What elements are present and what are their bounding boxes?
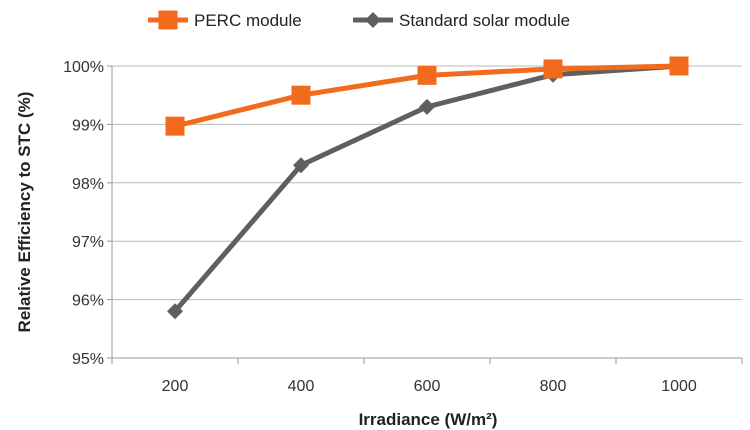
legend-marker — [158, 10, 178, 30]
x-tick-label: 1000 — [661, 378, 697, 395]
y-tick-label: 95% — [72, 351, 104, 368]
x-tick-label: 800 — [540, 378, 567, 395]
y-axis-title: Relative Efficiency to STC (%) — [15, 92, 34, 333]
data-point — [419, 98, 435, 115]
data-point — [669, 56, 689, 76]
data-point — [293, 157, 309, 174]
legend: PERC module Standard solar module — [148, 10, 570, 30]
y-tick-label: 98% — [72, 176, 104, 193]
y-tick-label: 99% — [72, 117, 104, 134]
x-axis-title: Irradiance (W/m²) — [359, 410, 498, 429]
data-point — [291, 85, 311, 105]
data-point — [167, 303, 183, 320]
y-tick-label: 96% — [72, 293, 104, 310]
legend-item: PERC module — [148, 10, 302, 30]
x-tick-label: 600 — [414, 378, 441, 395]
y-tick-label: 97% — [72, 234, 104, 251]
data-point — [417, 65, 437, 85]
data-point — [543, 59, 563, 79]
legend-item: Standard solar module — [353, 11, 570, 30]
plot-area — [165, 56, 689, 320]
legend-marker — [365, 12, 381, 28]
y-tick-labels: 95% 96% 97% 98% 99% 100% — [63, 59, 104, 368]
x-tick-labels: 200 400 600 800 1000 — [162, 378, 697, 395]
y-tick-label: 100% — [63, 59, 104, 76]
series-standard-solar-module — [167, 58, 687, 320]
axes — [107, 65, 743, 364]
data-point — [165, 116, 185, 136]
legend-label: PERC module — [194, 11, 302, 30]
x-tick-label: 200 — [162, 378, 189, 395]
legend-label: Standard solar module — [399, 11, 570, 30]
series-perc-module — [165, 56, 689, 136]
x-tick-label: 400 — [288, 378, 315, 395]
